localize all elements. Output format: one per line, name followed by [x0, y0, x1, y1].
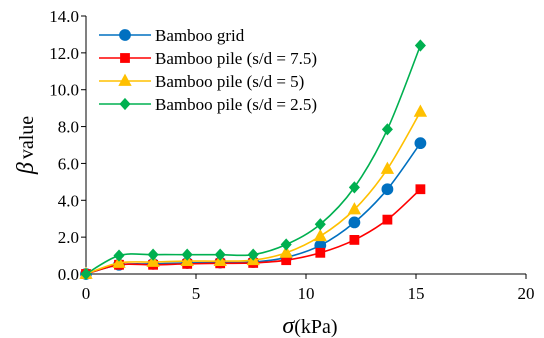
series-4-point — [214, 248, 226, 261]
series-4-point — [147, 248, 159, 261]
legend-label: Bamboo pile (s/d = 5) — [155, 72, 304, 91]
series-4-point — [414, 39, 426, 52]
y-ticks: 0.0 2.0 4.0 6.0 8.0 10.0 12.0 14.0 — [49, 7, 86, 284]
x-axis-label: σ(kPa) — [282, 313, 337, 338]
legend-point — [118, 73, 132, 86]
series-3-point — [146, 254, 160, 267]
series-4-point — [280, 238, 292, 251]
legend-point — [120, 53, 130, 63]
series-2-point — [415, 184, 426, 195]
series-2-point — [349, 235, 360, 245]
x-tick-label: 0 — [82, 284, 91, 303]
y-tick-label: 12.0 — [49, 44, 79, 63]
series-3-point — [347, 202, 362, 215]
y-tick-label: 4.0 — [58, 191, 79, 210]
legend-point — [119, 97, 131, 111]
series-1-point — [414, 137, 427, 150]
legend-item: Bamboo grid — [99, 26, 245, 45]
x-tick-label: 15 — [408, 284, 425, 303]
series-3-point — [413, 104, 428, 117]
series-1-point — [381, 183, 394, 196]
x-ticks: 0 5 10 15 20 — [82, 274, 535, 303]
legend-label: Bamboo pile (s/d = 2.5) — [155, 95, 317, 114]
legend-item: Bamboo pile (s/d = 5) — [99, 72, 304, 91]
legend-item: Bamboo pile (s/d = 2.5) — [99, 95, 317, 114]
series-4-point — [113, 249, 125, 262]
legend-label: Bamboo grid — [155, 26, 245, 45]
series-3-point — [380, 161, 395, 174]
legend-point — [119, 29, 131, 41]
legend-label: Bamboo pile (s/d = 7.5) — [155, 49, 317, 68]
y-axis-unit: value — [16, 116, 38, 159]
series-layer — [79, 39, 428, 281]
series-1-point — [348, 216, 361, 229]
series-4 — [80, 39, 426, 281]
y-tick-label: 10.0 — [49, 81, 79, 100]
y-tick-label: 0.0 — [58, 265, 79, 284]
series-3-point — [313, 228, 327, 242]
legend-item: Bamboo pile (s/d = 7.5) — [99, 49, 317, 68]
y-axis-label: β value — [13, 116, 39, 175]
series-2-point — [315, 247, 326, 258]
series-4-point — [314, 218, 326, 231]
x-axis-unit: (kPa) — [294, 316, 337, 338]
x-tick-label: 5 — [192, 284, 201, 303]
series-4-point — [348, 181, 360, 194]
series-3-point — [279, 245, 293, 258]
x-axis-symbol: σ — [282, 313, 295, 338]
y-axis-symbol: β — [13, 162, 39, 175]
series-3-point — [112, 255, 126, 268]
series-2-point — [382, 214, 393, 225]
x-tick-label: 20 — [518, 284, 535, 303]
y-tick-label: 6.0 — [58, 154, 79, 173]
x-tick-label: 10 — [298, 284, 315, 303]
legend: Bamboo grid Bamboo pile (s/d = 7.5) Bamboo… — [99, 26, 317, 114]
series-4-point — [181, 248, 193, 261]
y-tick-label: 8.0 — [58, 118, 79, 137]
series-4-point — [381, 123, 393, 136]
series-4-point — [80, 267, 92, 281]
series-4-point — [247, 248, 259, 261]
y-tick-label: 2.0 — [58, 228, 79, 247]
y-tick-label: 14.0 — [49, 7, 79, 26]
